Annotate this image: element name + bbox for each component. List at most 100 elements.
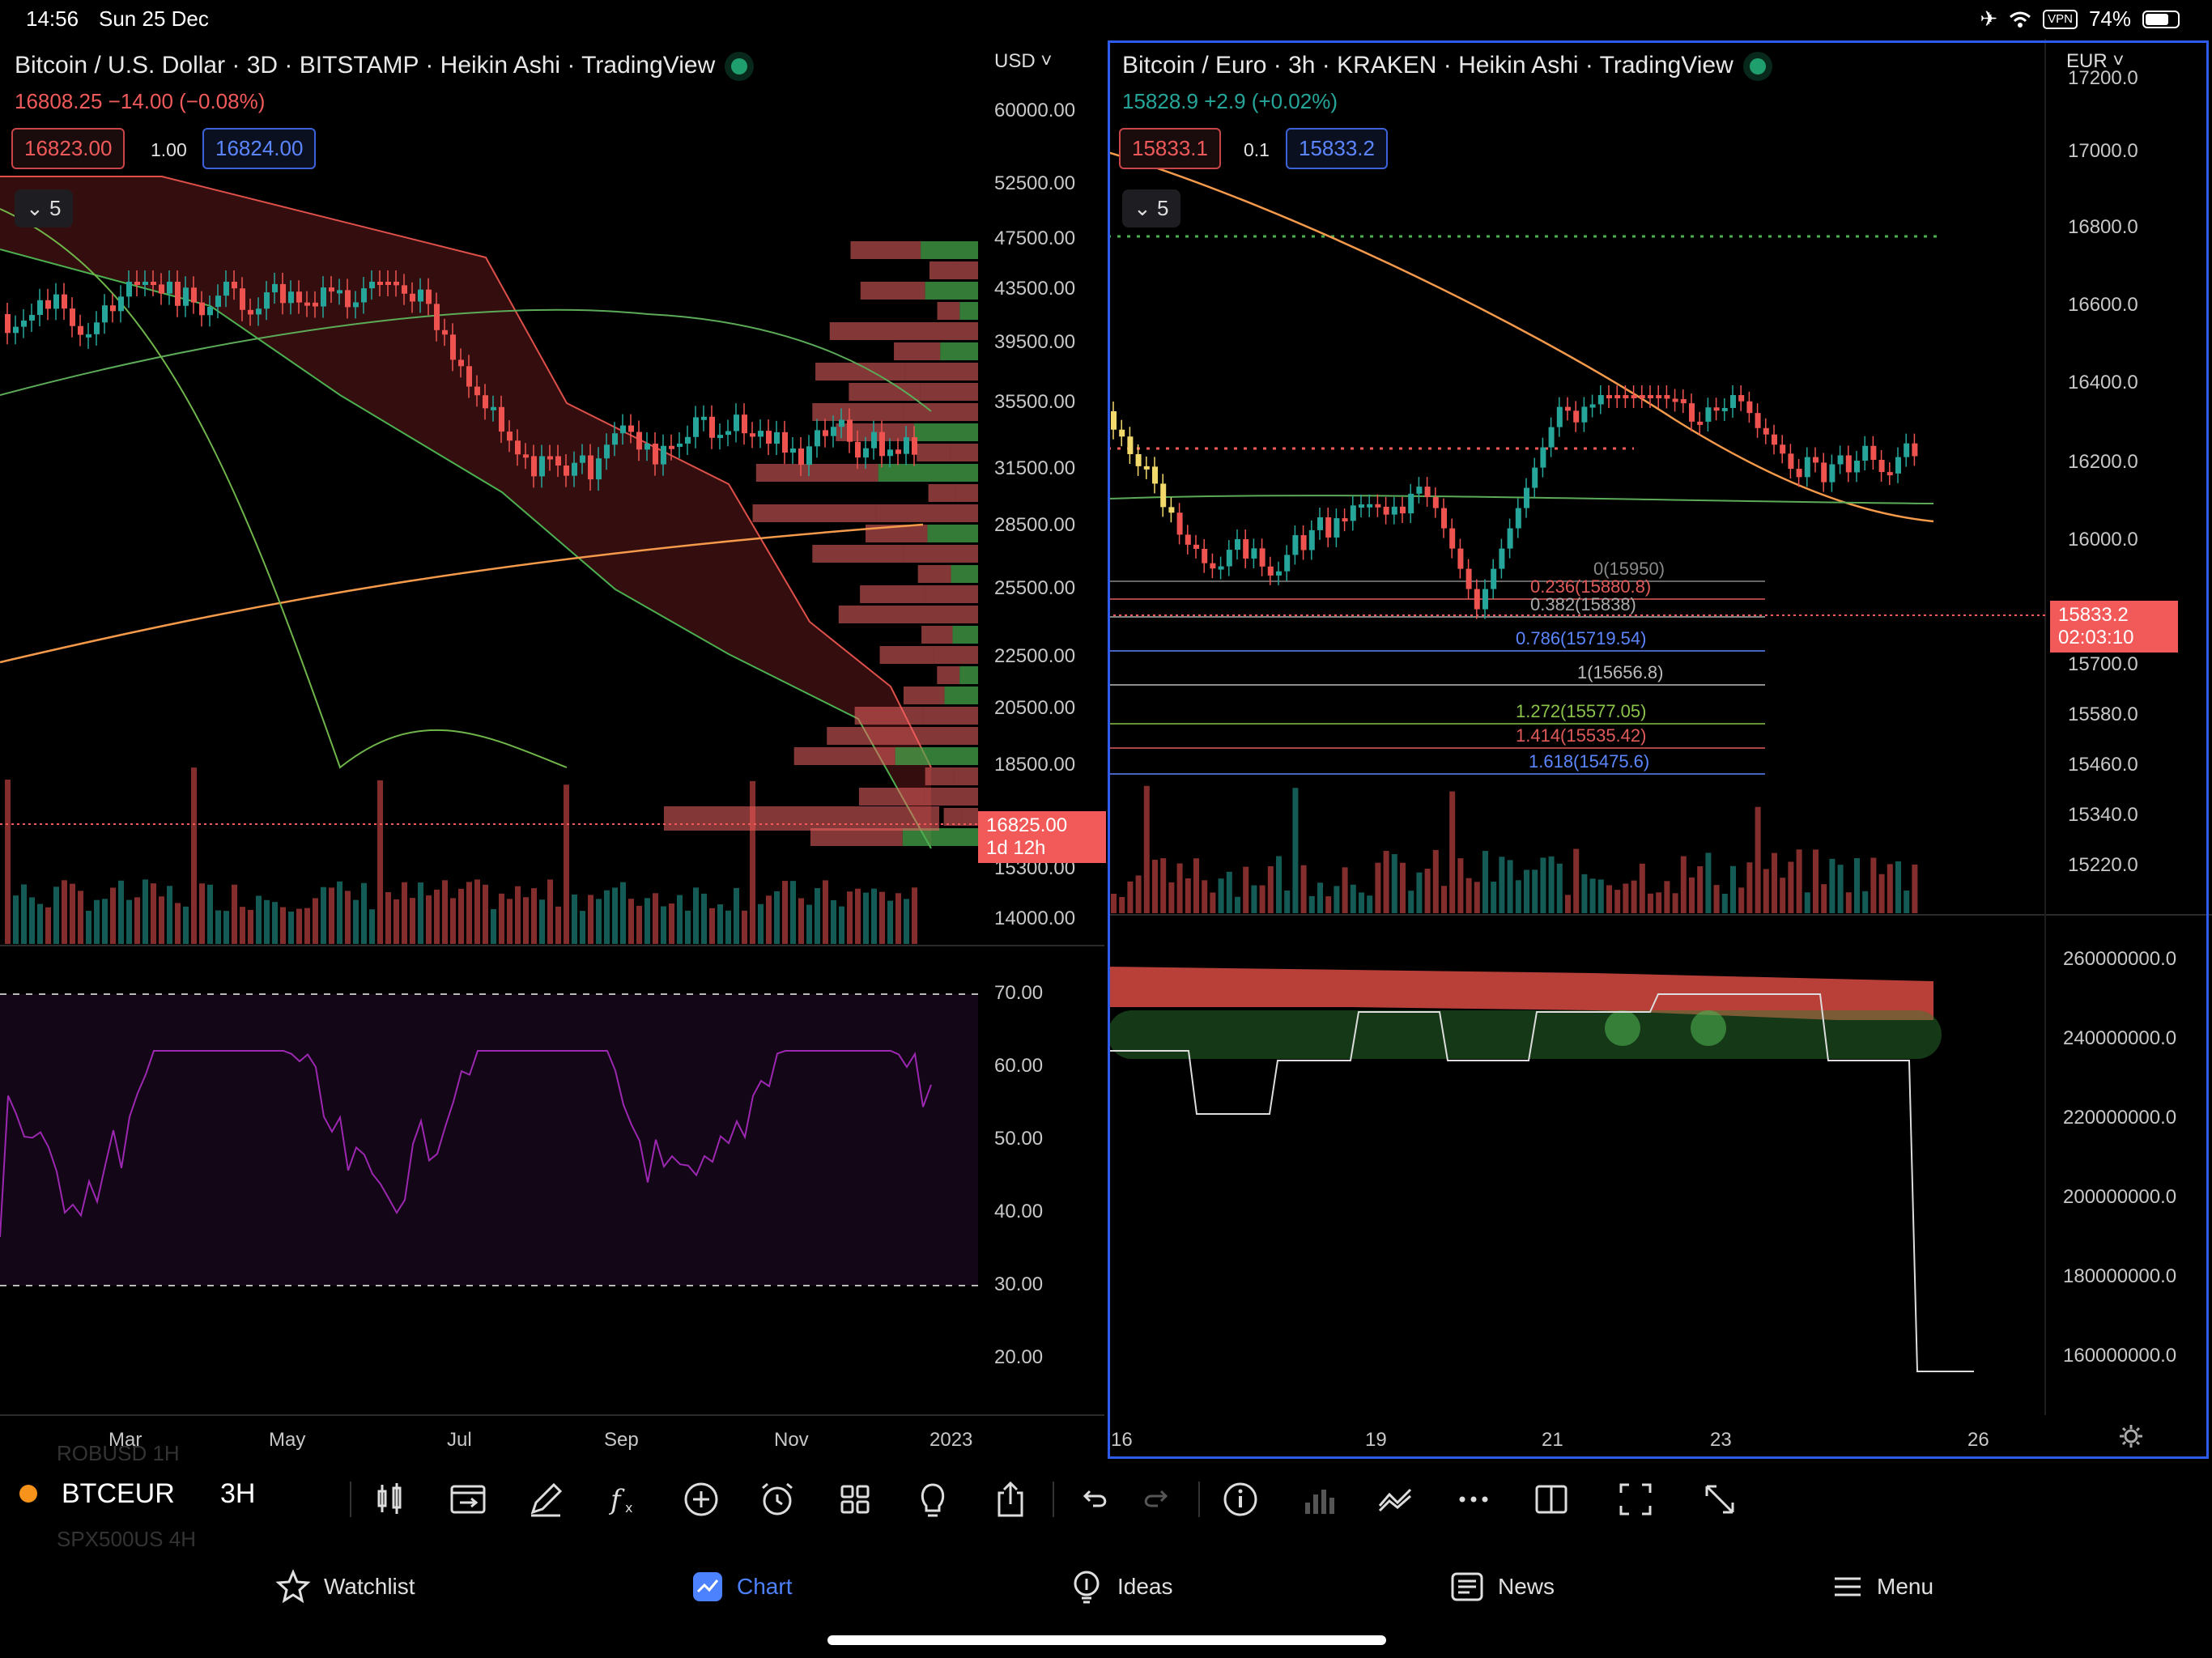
volume-profile-bar: [860, 282, 925, 300]
candle: [329, 287, 334, 292]
candle: [1176, 512, 1183, 535]
layout-grid-icon[interactable]: [834, 1478, 876, 1520]
left-spread: 1.00: [151, 139, 187, 160]
candle: [628, 425, 634, 432]
volume-bar: [1424, 869, 1431, 913]
split-layout-icon[interactable]: [1530, 1478, 1572, 1520]
volume-bar: [1912, 864, 1918, 913]
fullscreen-icon[interactable]: [1614, 1478, 1657, 1520]
candle: [1284, 555, 1291, 572]
volume-bar: [1597, 879, 1604, 913]
right-buy-button[interactable]: 15833.2: [1286, 128, 1388, 169]
chart-type-icon[interactable]: [369, 1478, 411, 1520]
draw-pen-icon[interactable]: [525, 1478, 567, 1520]
volume-bar: [701, 893, 707, 944]
volume-bars-icon[interactable]: [1297, 1478, 1339, 1520]
candle: [1325, 517, 1332, 538]
left-chart-canvas[interactable]: 60000.00 52500.00 47500.00 43500.00 39500.00…: [0, 39, 1104, 1462]
tab-news[interactable]: News: [1449, 1546, 1555, 1627]
share-icon[interactable]: [989, 1478, 1032, 1520]
left-chart-pane[interactable]: 60000.00 52500.00 47500.00 43500.00 39500.00…: [0, 39, 1106, 1462]
volume-bar: [70, 883, 75, 944]
volume-bar: [766, 895, 772, 944]
candle: [1482, 589, 1488, 610]
volume-bar: [377, 780, 383, 944]
volume-bar: [604, 890, 610, 944]
tab-chart[interactable]: Chart: [691, 1546, 792, 1627]
add-plus-icon[interactable]: [680, 1478, 722, 1520]
volume-bar: [134, 897, 140, 944]
chevron-down-icon: ⌄: [1134, 196, 1151, 220]
volume-bar: [21, 884, 27, 944]
tab-watchlist[interactable]: Watchlist: [275, 1546, 415, 1627]
date: Sun 25 Dec: [99, 6, 209, 31]
drawings-icon[interactable]: [1375, 1478, 1417, 1520]
volume-profile-bar: [878, 464, 978, 482]
candle: [863, 448, 869, 458]
volume-profile-bar: [927, 525, 978, 542]
info-icon[interactable]: [1219, 1478, 1261, 1520]
lightbulb-icon[interactable]: [912, 1478, 954, 1520]
left-sell-button[interactable]: 16823.00: [11, 128, 125, 169]
moving-average-50: [0, 308, 932, 412]
volume-profile-bar: [925, 767, 955, 785]
volume-profile-bar: [865, 525, 928, 542]
more-dots-icon[interactable]: [1453, 1478, 1495, 1520]
volume-bar: [1556, 863, 1563, 913]
volume-bar: [1689, 877, 1695, 913]
volume-bar: [1391, 854, 1397, 913]
volume-bar: [1878, 874, 1885, 913]
volume-profile-bar: [815, 363, 905, 380]
volume-bar: [1788, 861, 1794, 913]
candle: [159, 284, 164, 294]
tab-ideas[interactable]: Ideas: [1069, 1546, 1173, 1627]
volume-bar: [1581, 874, 1588, 913]
left-buy-button[interactable]: 16824.00: [202, 128, 317, 169]
candle: [1623, 395, 1629, 398]
candle: [547, 456, 553, 460]
redo-icon[interactable]: [1135, 1478, 1177, 1520]
price-axis-label: 16200.0: [2068, 451, 2138, 473]
right-chart-canvas[interactable]: 0(15950)0.236(15880.8)0.382(15838) 0.786(…: [1108, 39, 2212, 1462]
ghost-symbol-below: SPX500US 4H: [57, 1527, 196, 1551]
alarm-clock-icon[interactable]: [756, 1478, 798, 1520]
left-currency-select[interactable]: USD ˅: [994, 50, 1053, 72]
right-sell-button[interactable]: 15833.1: [1119, 128, 1221, 169]
candle: [1243, 539, 1249, 559]
left-indicators-toggle[interactable]: ⌄ 5: [15, 189, 73, 227]
undo-icon[interactable]: [1074, 1478, 1116, 1520]
volume-bar: [1243, 866, 1249, 913]
lagging-span: [0, 208, 568, 769]
volume-bar: [782, 881, 788, 944]
candle: [199, 302, 205, 316]
volume-bar: [442, 880, 448, 944]
compare-icon[interactable]: [447, 1478, 489, 1520]
volume-profile-bar: [937, 666, 960, 684]
candle: [272, 283, 278, 293]
candle: [1556, 406, 1563, 427]
settings-gear-icon[interactable]: [2118, 1423, 2144, 1449]
volume-bar: [1565, 895, 1571, 913]
candle: [1738, 395, 1745, 402]
expand-arrows-icon[interactable]: [1699, 1478, 1741, 1520]
volume-bar: [1119, 896, 1125, 913]
symbol-search-button[interactable]: BTCEUR: [62, 1478, 175, 1509]
interval-button[interactable]: 3H: [220, 1478, 256, 1509]
volume-bar: [669, 903, 674, 944]
right-indicators-toggle[interactable]: ⌄ 5: [1122, 189, 1180, 227]
volume-bar: [1738, 887, 1745, 913]
candle: [5, 314, 11, 334]
price-axis-label: 16800.0: [2068, 216, 2138, 238]
volume-bar: [1317, 882, 1323, 913]
price-axis-label: 17000.0: [2068, 140, 2138, 162]
volume-bar: [644, 898, 650, 944]
tab-menu[interactable]: Menu: [1831, 1546, 1933, 1627]
candle: [879, 432, 885, 457]
candle: [256, 308, 262, 315]
volume-profile-bar: [943, 808, 963, 826]
right-currency-select[interactable]: EUR ˅: [2066, 50, 2125, 72]
volume-bar: [555, 906, 561, 944]
right-chart-pane[interactable]: 0(15950) 0.236(15880.8) 0.382(15838) 0.786(…: [1108, 39, 2212, 1462]
left-quote: 16808.25 −14.00 (−0.08%): [15, 89, 266, 113]
